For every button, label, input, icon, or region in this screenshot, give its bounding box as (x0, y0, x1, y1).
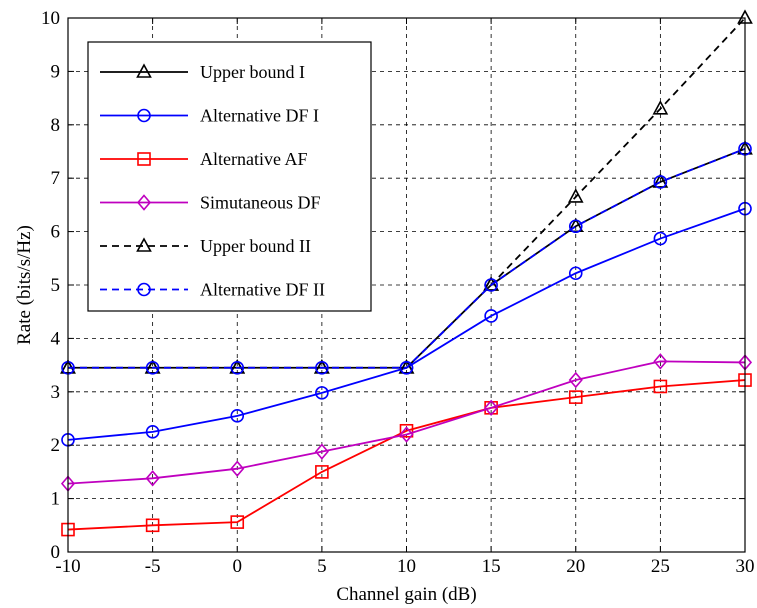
y-tick-label: 8 (51, 115, 61, 136)
legend-label: Simutaneous DF (200, 193, 321, 213)
y-tick-label: 9 (51, 61, 61, 82)
legend-label: Alternative DF I (200, 106, 319, 126)
x-tick-label: 30 (736, 556, 755, 577)
legend-label: Upper bound II (200, 236, 311, 256)
series-3 (62, 354, 751, 490)
x-tick-label: 10 (397, 556, 416, 577)
y-tick-label: 0 (51, 542, 61, 563)
series-2 (62, 374, 751, 536)
x-tick-label: 0 (233, 556, 243, 577)
y-tick-label: 7 (51, 168, 61, 189)
y-tick-label: 1 (51, 489, 61, 510)
y-axis-label: Rate (bits/s/Hz) (14, 225, 35, 345)
x-tick-label: 15 (482, 556, 501, 577)
y-tick-label: 2 (51, 435, 61, 456)
x-tick-label: 20 (566, 556, 585, 577)
x-tick-label: 5 (317, 556, 327, 577)
legend-label: Alternative AF (200, 149, 307, 169)
y-tick-label: 5 (51, 275, 61, 296)
legend-label: Upper bound I (200, 62, 305, 82)
legend-label: Alternative DF II (200, 280, 325, 300)
x-tick-label: -5 (145, 556, 161, 577)
legend: Upper bound I Alternative DF I Alternative… (88, 42, 371, 311)
y-tick-label: 3 (51, 382, 61, 403)
x-axis-label: Channel gain (dB) (336, 584, 476, 605)
y-tick-label: 10 (41, 8, 60, 29)
y-tick-label: 6 (51, 222, 61, 243)
y-tick-label: 4 (51, 328, 61, 349)
legend-box (88, 42, 371, 311)
x-tick-label: 25 (651, 556, 670, 577)
